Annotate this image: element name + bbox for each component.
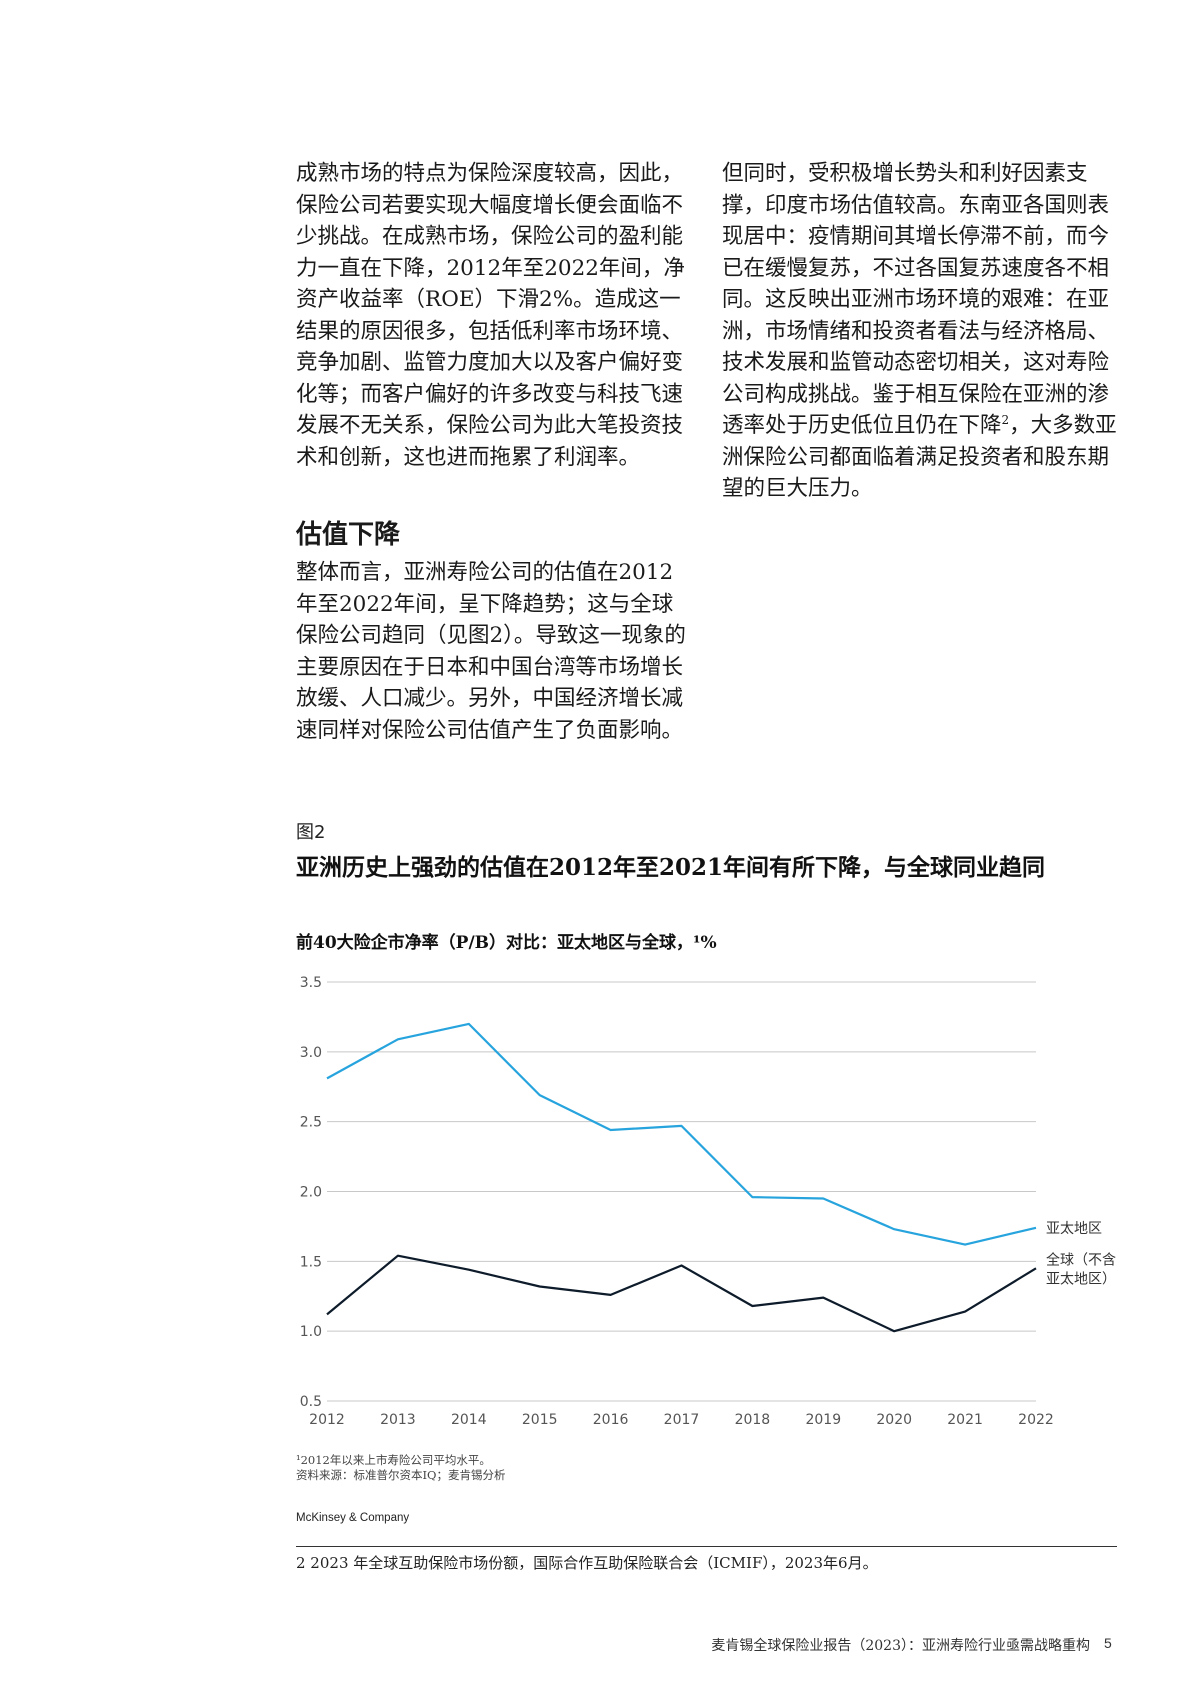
body-text: 但同时，受积极增长势头和利好因素支撑，印度市场估值较高。东南亚各国则表现居中：疫… <box>722 161 1110 438</box>
x-tick-label: 2015 <box>522 1412 558 1428</box>
y-tick-label: 0.5 <box>300 1394 322 1410</box>
footnote: 2 2023 年全球互助保险市场份额，国际合作互助保险联合会（ICMIF），20… <box>296 1554 878 1572</box>
x-tick-label: 2017 <box>664 1412 700 1428</box>
brand-credit: McKinsey & Company <box>296 1512 410 1524</box>
right-text-column: 但同时，受积极增长势头和利好因素支撑，印度市场估值较高。东南亚各国则表现居中：疫… <box>722 158 1122 505</box>
x-tick-label: 2021 <box>947 1412 983 1428</box>
y-tick-label: 1.5 <box>300 1254 322 1270</box>
body-text: ，大多数亚洲保险公司都面临着满足投资者和股东期望的巨大压力。 <box>722 413 1117 501</box>
body-paragraph: 但同时，受积极增长势头和利好因素支撑，印度市场估值较高。东南亚各国则表现居中：疫… <box>722 158 1122 505</box>
page-number: 5 <box>1104 1635 1112 1651</box>
gridlines <box>327 981 1036 1402</box>
x-tick-label: 2020 <box>876 1412 912 1428</box>
chart-title: 前40大险企市净率（P/B）对比：亚太地区与全球，¹% <box>296 933 717 953</box>
chart-notes: ¹2012年以来上市寿险公司平均水平。 资料来源：标准普尔资本IQ；麦肯锡分析 <box>296 1453 505 1483</box>
x-tick-label: 2018 <box>735 1412 771 1428</box>
series-label-line: 亚太地区 <box>1046 1221 1102 1237</box>
series-line-0 <box>326 1022 1037 1246</box>
series-label-line: 亚太地区） <box>1046 1271 1116 1287</box>
series-label-1: 全球（不含亚太地区） <box>1046 1251 1116 1287</box>
series-line-1 <box>326 1254 1037 1333</box>
x-tick-label: 2012 <box>309 1412 345 1428</box>
figure-title: 亚洲历史上强劲的估值在2012年至2021年间有所下降，与全球同业趋同 <box>296 854 1046 881</box>
left-text-column: 成熟市场的特点为保险深度较高，因此，保险公司若要实现大幅度增长便会面临不少挑战。… <box>296 158 688 746</box>
y-tick-label: 3.0 <box>300 1045 322 1061</box>
x-tick-label: 2016 <box>593 1412 629 1428</box>
y-tick-label: 3.5 <box>300 975 322 991</box>
x-tick-label: 2022 <box>1018 1412 1054 1428</box>
chart-source: 资料来源：标准普尔资本IQ；麦肯锡分析 <box>296 1468 506 1482</box>
chart-note: ¹2012年以来上市寿险公司平均水平。 <box>296 1453 491 1467</box>
y-axis-ticks: 0.5 1.0 1.5 2.0 2.5 3.0 3.5 <box>300 975 322 1410</box>
x-tick-label: 2019 <box>805 1412 841 1428</box>
series-label-line: 全球（不含 <box>1046 1251 1116 1268</box>
x-tick-label: 2014 <box>451 1412 487 1428</box>
running-footer: 麦肯锡全球保险业报告（2023）：亚洲寿险行业亟需战略重构 <box>711 1638 1090 1654</box>
figure-label: 图2 <box>296 822 326 843</box>
section-heading: 估值下降 <box>296 520 401 550</box>
body-paragraph: 成熟市场的特点为保险深度较高，因此，保险公司若要实现大幅度增长便会面临不少挑战。… <box>296 161 685 470</box>
y-tick-label: 2.5 <box>300 1115 322 1131</box>
body-paragraph: 整体而言，亚洲寿险公司的估值在2012年至2022年间，呈下降趋势；这与全球保险… <box>296 560 686 743</box>
series-label-0: 亚太地区 <box>1046 1221 1102 1237</box>
footnote-divider <box>296 1546 1117 1547</box>
series-lines <box>326 1022 1037 1333</box>
y-tick-label: 1.0 <box>300 1324 322 1340</box>
x-tick-label: 2013 <box>380 1412 416 1428</box>
footnote-reference: 2 <box>1001 412 1010 427</box>
y-tick-label: 2.0 <box>300 1185 322 1201</box>
x-axis-ticks: 2012 2013 2014 2015 2016 2017 2018 2019 2020 2021… <box>309 1412 1054 1428</box>
